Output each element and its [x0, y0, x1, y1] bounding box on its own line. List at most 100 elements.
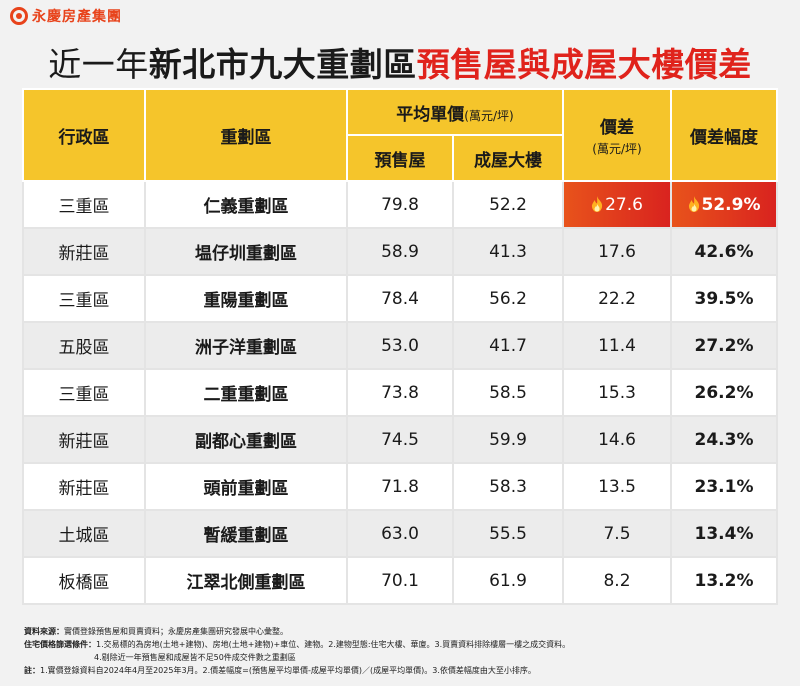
- cell-district-value: 三重區: [58, 197, 110, 217]
- cell-diff-value: 8.2: [603, 570, 631, 591]
- footnotes: 資料來源：實價登錄預售屋和買賣資料；永慶房產集團研究發展中心彙整。 住宅價格篩選…: [24, 625, 784, 677]
- note-source-text: 實價登錄預售屋和買賣資料；永慶房產集團研究發展中心彙整。: [64, 627, 288, 636]
- title-part2: 新北市九大重劃區: [148, 45, 417, 84]
- table-body: 三重區 仁義重劃區 79.8 52.2 27.6 52.9% 新莊區 塭仔圳重劃區 58.9 41…: [22, 180, 779, 605]
- cell-existing-value: 59.9: [489, 429, 527, 450]
- brand-circle-icon: [10, 7, 28, 25]
- cell-diff-value: 17.6: [598, 241, 636, 262]
- header-zone: 重劃區: [144, 88, 348, 182]
- cell-diff-value: 13.5: [598, 476, 636, 497]
- cell-presale: 70.1: [346, 556, 454, 605]
- cell-diff-value: 22.2: [598, 288, 636, 309]
- cell-diff-pct: 27.2%: [670, 321, 779, 370]
- table-row: 新莊區 頭前重劃區 71.8 58.3 13.5 23.1%: [22, 462, 779, 511]
- cell-zone: 暫緩重劃區: [144, 509, 348, 558]
- cell-district: 板橋區: [22, 556, 146, 605]
- cell-presale: 71.8: [346, 462, 454, 511]
- cell-presale-value: 53.0: [381, 335, 419, 356]
- cell-existing-value: 55.5: [489, 523, 527, 544]
- cell-zone: 二重重劃區: [144, 368, 348, 417]
- cell-diff: 22.2: [562, 274, 673, 323]
- table-row: 三重區 二重重劃區 73.8 58.5 15.3 26.2%: [22, 368, 779, 417]
- cell-district: 五股區: [22, 321, 146, 370]
- cell-existing: 61.9: [451, 556, 565, 605]
- cell-diff-value: 27.6: [605, 194, 643, 215]
- cell-presale: 53.0: [346, 321, 454, 370]
- note-remark-text: 1.實價登錄資料自2024年4月至2025年3月。2.價差幅度=(預售屋平均單價…: [40, 666, 536, 675]
- cell-district-value: 板橋區: [58, 573, 110, 593]
- cell-presale-value: 74.5: [381, 429, 419, 450]
- cell-diff: 7.5: [562, 509, 673, 558]
- header-diff: 價差 (萬元/坪): [562, 88, 673, 182]
- cell-existing-value: 41.7: [489, 335, 527, 356]
- header-diff-unit: (萬元/坪): [592, 142, 642, 156]
- header-existing: 成屋大樓: [451, 134, 565, 182]
- cell-zone-value: 洲子洋重劃區: [195, 338, 297, 358]
- flame-icon: [591, 195, 603, 212]
- cell-zone-value: 仁義重劃區: [203, 197, 289, 217]
- cell-zone-value: 頭前重劃區: [203, 479, 289, 499]
- cell-presale: 74.5: [346, 415, 454, 464]
- cell-existing: 52.2: [451, 180, 565, 229]
- cell-zone: 重陽重劃區: [144, 274, 348, 323]
- cell-district-value: 三重區: [58, 385, 110, 405]
- table-row: 五股區 洲子洋重劃區 53.0 41.7 11.4 27.2%: [22, 321, 779, 370]
- cell-diff: 15.3: [562, 368, 673, 417]
- cell-existing: 58.3: [451, 462, 565, 511]
- note-source-label: 資料來源：: [24, 627, 64, 636]
- brand-logo: 永慶房產集團: [10, 6, 122, 26]
- flame-icon: [688, 195, 700, 212]
- cell-zone-value: 重陽重劃區: [203, 291, 289, 311]
- cell-diff-pct: 52.9%: [670, 180, 779, 229]
- cell-zone-value: 暫緩重劃區: [203, 526, 289, 546]
- note-criteria-2: 4.剔除近一年預售屋和成屋皆不足50件成交件數之重劃區: [94, 653, 296, 662]
- cell-presale-value: 63.0: [381, 523, 419, 544]
- cell-diff-value: 11.4: [598, 335, 636, 356]
- cell-existing-value: 41.3: [489, 241, 527, 262]
- cell-district: 土城區: [22, 509, 146, 558]
- cell-diff: 11.4: [562, 321, 673, 370]
- cell-district: 三重區: [22, 274, 146, 323]
- cell-presale: 79.8: [346, 180, 454, 229]
- cell-diff-value: 15.3: [598, 382, 636, 403]
- cell-presale-value: 78.4: [381, 288, 419, 309]
- note-criteria-text: 1.交易標的為房地(土地+建物)、房地(土地+建物)+車位、建物。2.建物型態:…: [96, 640, 571, 649]
- note-remark-label: 註：: [24, 666, 40, 675]
- cell-diff: 8.2: [562, 556, 673, 605]
- cell-diff-value: 7.5: [603, 523, 631, 544]
- cell-diff-pct: 26.2%: [670, 368, 779, 417]
- cell-zone-value: 江翠北側重劃區: [186, 573, 306, 593]
- cell-presale: 58.9: [346, 227, 454, 276]
- cell-zone-value: 二重重劃區: [203, 385, 289, 405]
- cell-district-value: 新莊區: [58, 244, 110, 264]
- cell-district: 三重區: [22, 368, 146, 417]
- cell-existing-value: 58.3: [489, 476, 527, 497]
- cell-zone: 副都心重劃區: [144, 415, 348, 464]
- cell-district-value: 五股區: [58, 338, 110, 358]
- cell-diff-pct: 23.1%: [670, 462, 779, 511]
- cell-diff: 14.6: [562, 415, 673, 464]
- cell-diff-pct: 24.3%: [670, 415, 779, 464]
- header-district: 行政區: [22, 88, 146, 182]
- cell-existing: 59.9: [451, 415, 565, 464]
- cell-diff: 27.6: [562, 180, 673, 229]
- cell-district-value: 三重區: [58, 291, 110, 311]
- cell-diff-pct-value: 13.4%: [694, 523, 754, 544]
- cell-existing: 56.2: [451, 274, 565, 323]
- note-criteria: 住宅價格篩選條件：1.交易標的為房地(土地+建物)、房地(土地+建物)+車位、建…: [24, 638, 784, 651]
- cell-district: 新莊區: [22, 415, 146, 464]
- table-row: 三重區 仁義重劃區 79.8 52.2 27.6 52.9%: [22, 180, 779, 229]
- table-row: 新莊區 副都心重劃區 74.5 59.9 14.6 24.3%: [22, 415, 779, 464]
- cell-diff-pct-value: 26.2%: [694, 382, 754, 403]
- brand-name: 永慶房產集團: [32, 9, 122, 25]
- cell-district-value: 新莊區: [58, 432, 110, 452]
- cell-presale: 78.4: [346, 274, 454, 323]
- cell-district-value: 土城區: [58, 526, 110, 546]
- cell-existing: 41.3: [451, 227, 565, 276]
- price-gap-table: 行政區 重劃區 平均單價(萬元/坪) 價差 (萬元/坪) 價差幅度 預售屋 成屋…: [22, 88, 779, 605]
- cell-diff-pct-value: 23.1%: [694, 476, 754, 497]
- header-diff-pct: 價差幅度: [670, 88, 779, 182]
- header-presale: 預售屋: [346, 134, 454, 182]
- cell-existing-value: 56.2: [489, 288, 527, 309]
- table-row: 土城區 暫緩重劃區 63.0 55.5 7.5 13.4%: [22, 509, 779, 558]
